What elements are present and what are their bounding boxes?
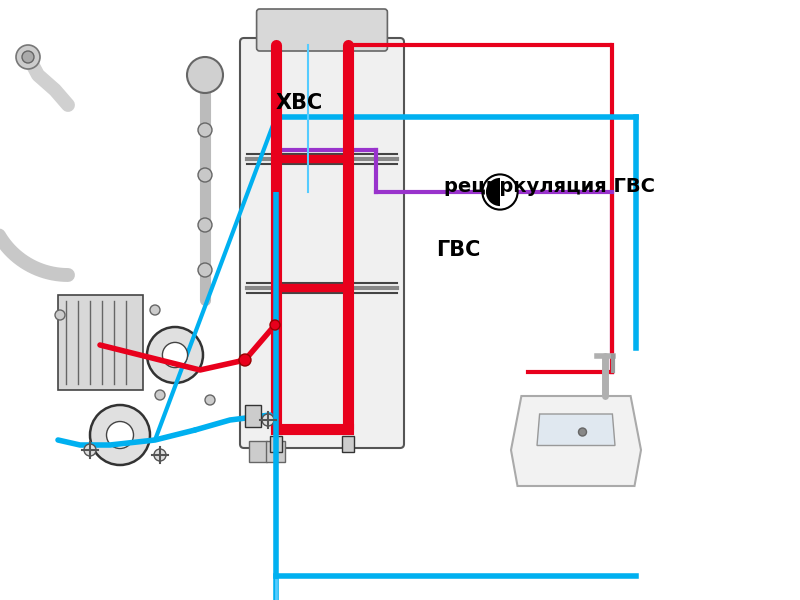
Circle shape bbox=[205, 395, 215, 405]
Polygon shape bbox=[511, 396, 641, 486]
Circle shape bbox=[16, 45, 40, 69]
Text: ГВС: ГВС bbox=[436, 240, 480, 260]
Circle shape bbox=[262, 414, 274, 426]
Text: рециркуляция ГВС: рециркуляция ГВС bbox=[444, 177, 655, 196]
Bar bbox=[249, 441, 267, 462]
Circle shape bbox=[155, 390, 165, 400]
Circle shape bbox=[187, 57, 223, 93]
Bar bbox=[270, 436, 282, 452]
Circle shape bbox=[90, 405, 150, 465]
FancyBboxPatch shape bbox=[257, 9, 387, 51]
Circle shape bbox=[106, 421, 134, 449]
Circle shape bbox=[150, 305, 160, 315]
Circle shape bbox=[198, 218, 212, 232]
FancyBboxPatch shape bbox=[240, 38, 404, 448]
Circle shape bbox=[22, 51, 34, 63]
Circle shape bbox=[147, 327, 203, 383]
Circle shape bbox=[198, 168, 212, 182]
Bar bbox=[58, 295, 143, 390]
Bar bbox=[266, 441, 285, 462]
Circle shape bbox=[239, 354, 251, 366]
Bar bbox=[245, 405, 261, 427]
Text: ХВС: ХВС bbox=[276, 93, 323, 113]
Polygon shape bbox=[537, 414, 615, 445]
Bar bbox=[342, 436, 354, 452]
Circle shape bbox=[84, 444, 96, 456]
Circle shape bbox=[154, 449, 166, 461]
Circle shape bbox=[198, 263, 212, 277]
Circle shape bbox=[55, 310, 65, 320]
Wedge shape bbox=[486, 178, 500, 206]
Circle shape bbox=[482, 175, 518, 209]
Circle shape bbox=[270, 320, 280, 330]
Circle shape bbox=[198, 123, 212, 137]
Circle shape bbox=[162, 343, 188, 368]
Circle shape bbox=[578, 428, 586, 436]
